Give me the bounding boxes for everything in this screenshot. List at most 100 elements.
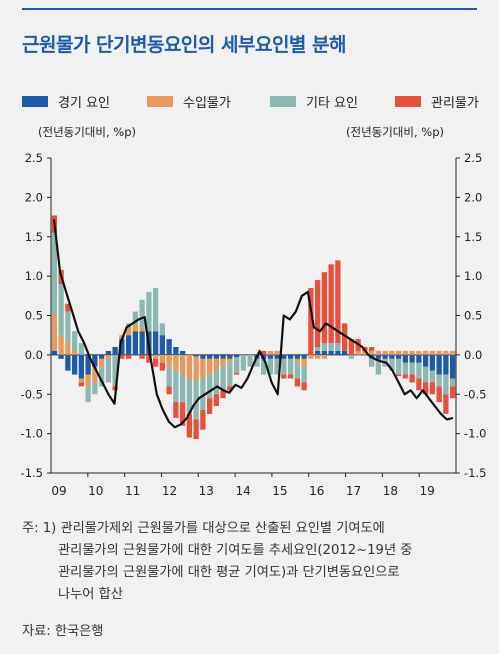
x-tick-label: 09 bbox=[51, 484, 66, 498]
bar-segment bbox=[315, 351, 320, 355]
bar-segment bbox=[416, 363, 421, 379]
legend-swatch-economy bbox=[22, 96, 48, 107]
bar-segment bbox=[288, 375, 293, 379]
bar-segment bbox=[403, 351, 408, 355]
bar-segment bbox=[409, 355, 414, 363]
bar-segment bbox=[355, 351, 360, 355]
bar-segment bbox=[214, 359, 219, 371]
bar-segment bbox=[72, 331, 77, 351]
bar-segment bbox=[139, 355, 144, 359]
top-rule bbox=[22, 8, 477, 10]
bar-segment bbox=[99, 359, 104, 367]
x-tick-label: 19 bbox=[420, 484, 435, 498]
bar-segment bbox=[187, 355, 192, 379]
bar-segment bbox=[173, 347, 178, 355]
bar-segment bbox=[315, 280, 320, 347]
bar-segment bbox=[416, 351, 421, 355]
footnote-line: 관리물가의 근원물가에 대한 기여도를 추세요인(2012~19년 중 bbox=[22, 540, 412, 562]
bar-segment bbox=[166, 386, 171, 394]
bar-segment bbox=[315, 347, 320, 351]
bar-segment bbox=[376, 355, 381, 359]
bar-segment bbox=[193, 356, 198, 380]
footnote-line: 주: 1) 관리물가제외 근원물가를 대상으로 산출된 요인별 기여도에 bbox=[22, 518, 412, 540]
bar-segment bbox=[396, 355, 401, 359]
bar-segment bbox=[200, 359, 205, 379]
bar-segment bbox=[79, 355, 84, 379]
legend-swatch-import bbox=[147, 96, 173, 107]
bar-segment bbox=[139, 331, 144, 355]
footnote-line: 나누어 합산 bbox=[22, 584, 412, 606]
y-tick-label-left: 2.0 bbox=[25, 190, 43, 204]
bar-segment bbox=[288, 355, 293, 359]
y-tick-label-right: 0.0 bbox=[464, 348, 482, 362]
bar-segment bbox=[409, 375, 414, 383]
bar-segment bbox=[382, 351, 387, 355]
bar-segment bbox=[308, 355, 313, 359]
bar-segment bbox=[328, 351, 333, 355]
bar-segment bbox=[295, 379, 300, 387]
bar-segment bbox=[443, 355, 448, 375]
chart-title: 근원물가 단기변동요인의 세부요인별 분해 bbox=[22, 30, 346, 57]
bar-segment bbox=[315, 355, 320, 359]
x-tick-label: 15 bbox=[272, 484, 287, 498]
bar-segment bbox=[335, 343, 340, 351]
y-tick-label-left: -1.5 bbox=[21, 466, 43, 480]
bar-segment bbox=[133, 323, 138, 331]
bar-segment bbox=[389, 351, 394, 355]
bar-segment bbox=[274, 351, 279, 355]
bar-segment bbox=[295, 363, 300, 379]
bar-segment bbox=[173, 371, 178, 403]
legend-swatch-admin bbox=[395, 96, 421, 107]
bar-segment bbox=[349, 355, 354, 359]
y-tick-label-left: 1.0 bbox=[25, 269, 43, 283]
bar-segment bbox=[58, 335, 63, 355]
bar-segment bbox=[295, 359, 300, 363]
bar-segment bbox=[180, 375, 185, 403]
bar-segment bbox=[322, 272, 327, 343]
bar-segment bbox=[288, 359, 293, 375]
bar-segment bbox=[58, 355, 63, 359]
bar-segment bbox=[214, 394, 219, 406]
bar-segment bbox=[65, 355, 70, 371]
bar-segment bbox=[301, 355, 306, 359]
legend-item-admin: 관리물가 bbox=[395, 92, 479, 111]
bar-segment bbox=[160, 335, 165, 355]
x-tick-label: 11 bbox=[125, 484, 140, 498]
x-tick-label: 10 bbox=[88, 484, 103, 498]
bar-segment bbox=[301, 367, 306, 383]
y-tick-label-right: 1.0 bbox=[464, 269, 482, 283]
bar-segment bbox=[92, 382, 97, 394]
bar-segment bbox=[423, 367, 428, 383]
x-tick-label: 16 bbox=[309, 484, 324, 498]
legend-label-import: 수입물가 bbox=[183, 92, 231, 111]
bar-segment bbox=[65, 343, 70, 355]
bar-segment bbox=[450, 386, 455, 398]
bar-segment bbox=[322, 351, 327, 355]
bar-segment bbox=[443, 351, 448, 355]
y-tick-label-right: 2.5 bbox=[464, 151, 482, 165]
bar-segment bbox=[52, 316, 57, 351]
source-note: 자료: 한국은행 bbox=[22, 620, 103, 639]
bar-segment bbox=[450, 355, 455, 379]
bar-segment bbox=[207, 398, 212, 414]
bar-segment bbox=[227, 355, 232, 359]
bar-segment bbox=[58, 284, 63, 335]
bar-segment bbox=[139, 300, 144, 328]
bar-segment bbox=[106, 351, 111, 355]
y-tick-label-left: 0.0 bbox=[25, 348, 43, 362]
bar-segment bbox=[396, 359, 401, 375]
legend: 경기 요인 수입물가 기타 요인 관리물가 bbox=[22, 92, 492, 112]
unit-label-left: (전년동기대비, %p) bbox=[38, 124, 136, 140]
bar-segment bbox=[146, 292, 151, 331]
bar-segment bbox=[99, 355, 104, 359]
x-tick-label: 17 bbox=[346, 484, 361, 498]
bar-segment bbox=[450, 351, 455, 355]
bar-segment bbox=[153, 355, 158, 359]
bar-segment bbox=[241, 355, 246, 371]
bar-segment bbox=[430, 382, 435, 394]
bar-segment bbox=[328, 264, 333, 343]
bar-segment bbox=[403, 355, 408, 363]
bar-segment bbox=[322, 343, 327, 351]
bar-segment bbox=[193, 419, 198, 439]
bar-segment bbox=[409, 363, 414, 375]
